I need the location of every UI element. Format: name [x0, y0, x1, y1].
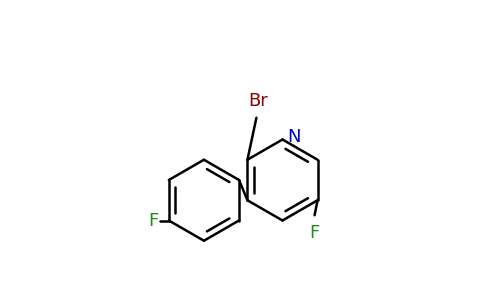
Text: Br: Br — [248, 92, 268, 110]
Text: N: N — [287, 128, 301, 146]
Text: F: F — [148, 212, 158, 230]
Text: F: F — [309, 224, 320, 242]
